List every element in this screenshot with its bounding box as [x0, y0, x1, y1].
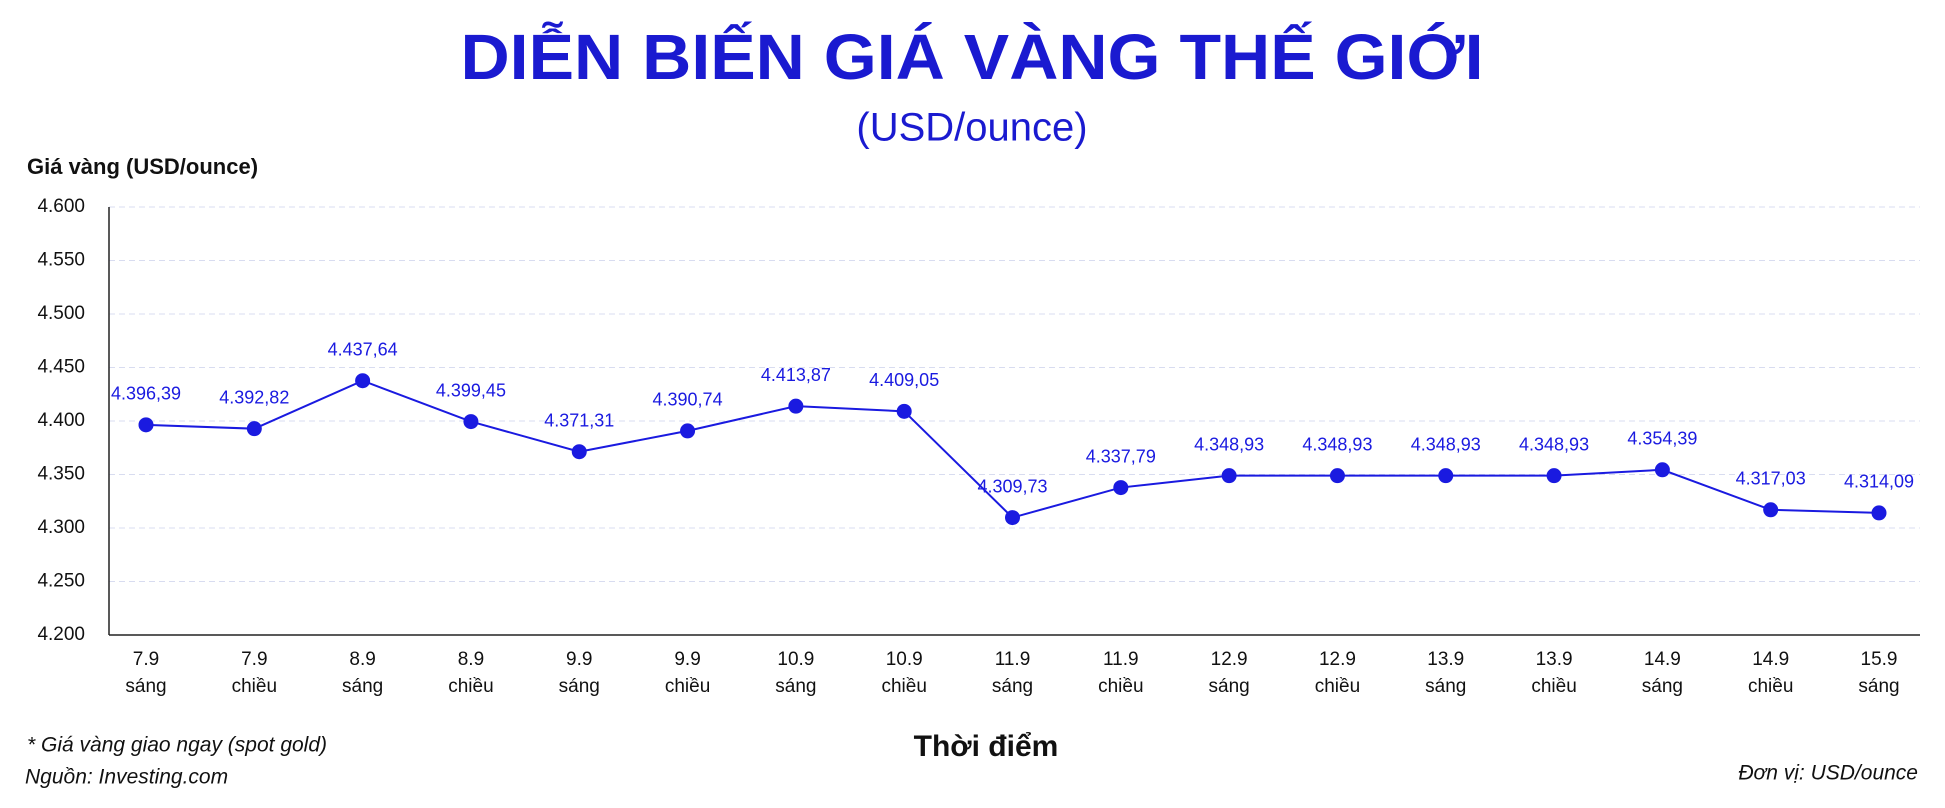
x-tick-label: 8.9 — [349, 649, 375, 670]
note: * Giá vàng giao ngay (spot gold) — [27, 734, 327, 757]
data-point — [1221, 468, 1237, 484]
x-tick-label: 13.9 — [1427, 649, 1464, 670]
x-tick-label: sáng — [1642, 676, 1683, 697]
data-label: 4.413,87 — [761, 365, 831, 385]
data-label: 4.396,39 — [111, 384, 181, 404]
x-tick-label: 10.9 — [777, 649, 814, 670]
unit-note: Đơn vị: USD/ounce — [1738, 762, 1918, 785]
y-tick-label: 4.400 — [37, 410, 85, 431]
data-point — [1329, 468, 1345, 484]
x-tick-label: 14.9 — [1752, 649, 1789, 670]
y-tick-label: 4.600 — [37, 196, 85, 217]
y-tick-label: 4.250 — [37, 571, 85, 592]
data-point — [463, 414, 479, 430]
data-point — [1546, 468, 1562, 484]
data-label: 4.371,31 — [544, 410, 614, 430]
x-tick-label: 10.9 — [886, 649, 923, 670]
x-tick-label: sáng — [1858, 676, 1899, 697]
data-label: 4.392,82 — [219, 387, 289, 407]
data-point — [1871, 505, 1887, 521]
x-tick-label: 8.9 — [458, 649, 484, 670]
data-label: 4.337,79 — [1086, 446, 1156, 466]
x-tick-label: chiều — [448, 676, 493, 697]
data-point — [138, 417, 154, 433]
data-point — [680, 423, 696, 439]
data-label: 4.399,45 — [436, 380, 506, 400]
data-label: 4.309,73 — [977, 476, 1047, 496]
data-label: 4.409,05 — [869, 370, 939, 390]
chart-title: DIỄN BIẾN GIÁ VÀNG THẾ GIỚI — [461, 21, 1484, 93]
x-tick-label: sáng — [342, 676, 383, 697]
data-point — [355, 373, 371, 389]
y-tick-label: 4.350 — [37, 464, 85, 485]
series-line — [145, 379, 1880, 519]
x-tick-label: sáng — [1425, 676, 1466, 697]
x-tick-label: 14.9 — [1644, 649, 1681, 670]
data-label: 4.314,09 — [1844, 472, 1914, 492]
x-tick-label: 11.9 — [995, 649, 1031, 670]
x-tick-label: sáng — [992, 676, 1033, 697]
x-tick-label: chiều — [1531, 676, 1576, 697]
x-tick-label: 9.9 — [566, 649, 592, 670]
data-label: 4.437,64 — [328, 339, 398, 359]
source-note: Nguồn: Investing.com — [25, 766, 228, 789]
data-point — [246, 421, 262, 437]
x-tick-label: chiều — [665, 676, 710, 697]
x-tick-label: 12.9 — [1319, 649, 1356, 670]
data-label: 4.348,93 — [1519, 434, 1589, 454]
data-point — [1763, 502, 1779, 518]
y-tick-label: 4.500 — [37, 303, 85, 324]
data-label: 4.390,74 — [653, 390, 723, 410]
x-tick-label: chiều — [1748, 676, 1793, 697]
x-axis-label: Thời điểm — [914, 730, 1059, 763]
x-tick-label: 13.9 — [1536, 649, 1573, 670]
x-tick-label: 12.9 — [1211, 649, 1248, 670]
x-tick-label: sáng — [559, 676, 600, 697]
x-tick-label: 11.9 — [1103, 649, 1139, 670]
chart-subtitle: (USD/ounce) — [856, 106, 1087, 150]
x-tick-label: chiều — [881, 676, 926, 697]
y-tick-label: 4.200 — [37, 624, 85, 645]
data-point — [1005, 510, 1020, 526]
x-tick-label: sáng — [775, 676, 816, 697]
x-tick-label: 9.9 — [674, 649, 700, 670]
data-point — [1113, 480, 1129, 496]
x-tick-label: chiều — [232, 676, 277, 697]
data-label: 4.348,93 — [1411, 434, 1481, 454]
data-label: 4.317,03 — [1736, 469, 1806, 489]
data-point — [1654, 462, 1670, 478]
data-label: 4.348,93 — [1302, 434, 1372, 454]
data-point — [571, 444, 587, 460]
y-axis-label: Giá vàng (USD/ounce) — [27, 154, 258, 179]
y-tick-label: 4.450 — [37, 357, 85, 378]
data-point — [788, 398, 804, 414]
x-tick-label: 7.9 — [133, 649, 159, 670]
y-tick-label: 4.300 — [37, 517, 85, 538]
x-tick-label: sáng — [125, 676, 166, 697]
x-tick-label: 7.9 — [241, 649, 267, 670]
x-tick-label: sáng — [1209, 676, 1250, 697]
x-tick-label: chiều — [1098, 676, 1143, 697]
data-label: 4.348,93 — [1194, 434, 1264, 454]
data-point — [1438, 468, 1454, 484]
x-tick-label: 15.9 — [1861, 649, 1898, 670]
x-tick-label: chiều — [1315, 676, 1360, 697]
data-point — [896, 403, 912, 419]
y-tick-label: 4.550 — [37, 250, 85, 271]
data-label: 4.354,39 — [1627, 429, 1697, 449]
